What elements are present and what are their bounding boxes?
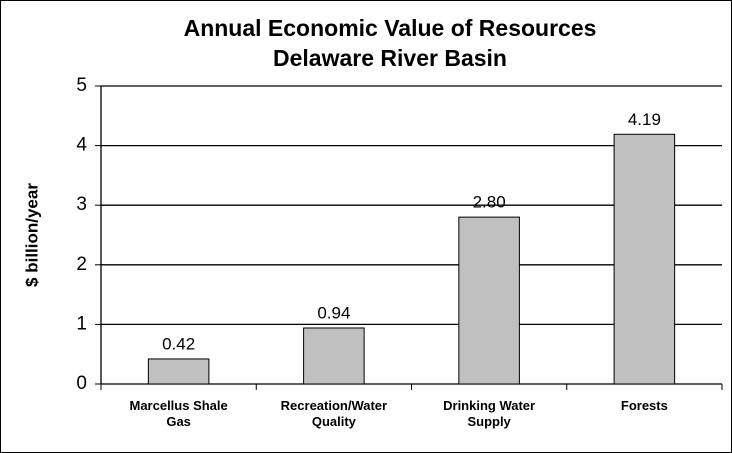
- value-label: 2.80: [473, 193, 506, 212]
- y-tick-label: 3: [76, 194, 87, 215]
- bar: [303, 327, 365, 385]
- x-tick-label: Recreation/Water Quality: [280, 398, 388, 429]
- x-tick-label: Drinking Water Supply: [443, 398, 536, 429]
- bar: [147, 358, 210, 385]
- y-tick-label: 5: [76, 75, 87, 96]
- value-label: 4.19: [628, 110, 661, 129]
- value-label: 0.42: [162, 334, 195, 353]
- y-tick-label: 2: [76, 254, 87, 275]
- x-tick-label: Marcellus Shale Gas: [129, 398, 228, 429]
- chart-title: Annual Economic Value of Resources: [184, 15, 597, 41]
- y-tick-label: 1: [76, 313, 87, 334]
- x-tick-label: Forests: [620, 398, 668, 413]
- y-tick-label: 0: [76, 373, 87, 394]
- bar: [458, 216, 520, 385]
- y-axis-label: $ billion/year: [22, 183, 41, 287]
- bar: [613, 133, 676, 385]
- y-tick-label: 4: [76, 135, 87, 156]
- value-label: 0.94: [317, 303, 350, 322]
- chart-subtitle: Delaware River Basin: [273, 45, 507, 71]
